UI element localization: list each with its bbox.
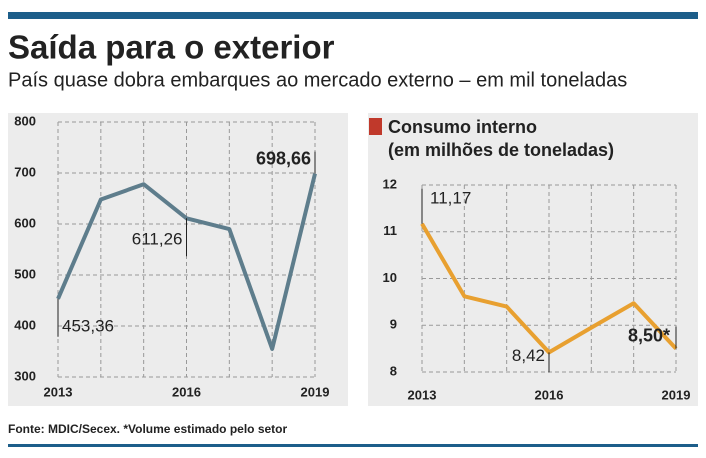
bottom-bar [8, 444, 698, 447]
y-tick-label: 600 [14, 215, 36, 230]
panel [8, 113, 348, 406]
x-tick-label: 2019 [662, 387, 691, 402]
y-tick-label: 300 [14, 368, 36, 383]
x-tick-label: 2019 [301, 384, 330, 399]
y-tick-label: 8 [390, 363, 397, 378]
y-tick-label: 700 [14, 164, 36, 179]
value-label: 611,26 [132, 230, 183, 249]
y-tick-label: 800 [14, 113, 36, 128]
panel [368, 113, 698, 406]
value-label: 11,17 [430, 188, 471, 207]
top-bar [8, 12, 698, 19]
value-label: 698,66 [256, 148, 311, 168]
y-tick-label: 400 [14, 317, 36, 332]
x-tick-label: 2016 [172, 384, 201, 399]
y-tick-label: 10 [383, 270, 397, 285]
x-tick-label: 2013 [408, 387, 437, 402]
value-label: 8,42 [512, 346, 545, 365]
page-title: Saída para o exterior [8, 29, 335, 66]
legend-swatch [369, 118, 382, 135]
y-tick-label: 9 [390, 317, 397, 332]
y-tick-label: 500 [14, 266, 36, 281]
source: Fonte: MDIC/Secex. *Volume estimado pelo… [8, 422, 288, 436]
value-label: 453,36 [62, 316, 114, 335]
y-tick-label: 11 [383, 223, 397, 238]
x-tick-label: 2013 [44, 384, 73, 399]
y-tick-label: 12 [383, 176, 397, 191]
chart-subtitle: (em milhões de toneladas) [388, 140, 614, 160]
page-subtitle: País quase dobra embarques ao mercado ex… [8, 69, 627, 91]
chart-title: Consumo interno [388, 117, 537, 137]
x-tick-label: 2016 [535, 387, 564, 402]
value-label: 8,50* [628, 325, 670, 345]
